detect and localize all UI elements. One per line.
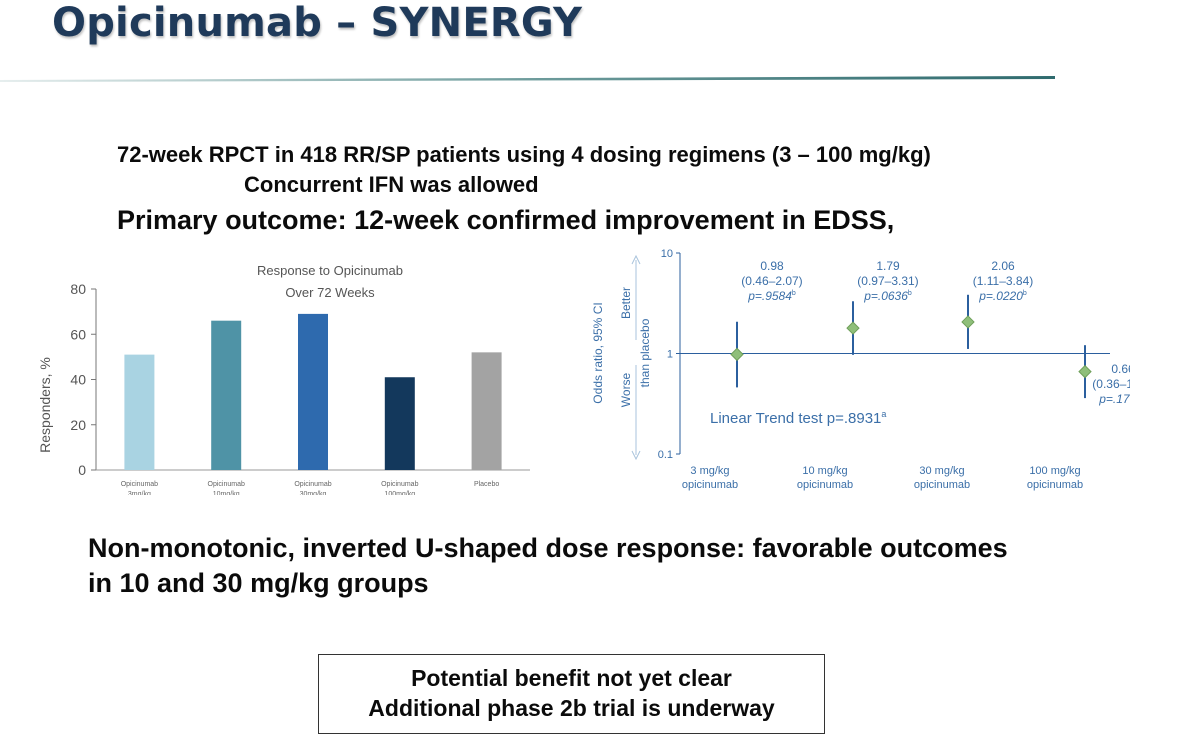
callout-line-1: Potential benefit not yet clear xyxy=(411,665,732,691)
bar-2 xyxy=(211,320,242,470)
title-divider xyxy=(0,76,1055,82)
forest-worse-arrowhead xyxy=(631,450,641,461)
forest-y-axis-label: Odds ratio, 95% CI xyxy=(591,302,605,403)
forest-y-tick-label: 1 xyxy=(667,349,673,361)
bar-y-tick-label: 40 xyxy=(70,372,86,388)
bar-category-label: Opicinumab 3mg/kg xyxy=(121,481,158,495)
bar-y-tick-label: 20 xyxy=(70,417,86,433)
ifn-allowed-text: Concurrent IFN was allowed xyxy=(244,172,539,197)
primary-outcome-text: Primary outcome: 12-week confirmed impro… xyxy=(117,205,895,235)
forest-point-1 xyxy=(730,347,744,362)
forest-p-label: p=.1771b xyxy=(1098,392,1130,406)
bar-y-tick-label: 0 xyxy=(78,462,86,478)
bar-chart-y-axis-label: Responders, % xyxy=(37,357,53,453)
slide-title: Opicinumab – SYNERGY xyxy=(52,0,583,46)
forest-p-label: p=.0636b xyxy=(863,289,912,303)
study-design-text: 72-week RPCT in 418 RR/SP patients using… xyxy=(117,142,931,167)
forest-y-tick-label: 10 xyxy=(661,248,673,260)
bar-5 xyxy=(471,352,502,470)
bar-4 xyxy=(384,377,415,470)
bar-chart-subtitle: Over 72 Weeks xyxy=(285,285,375,300)
bar-category-label: Placebo xyxy=(474,481,499,488)
forest-ci-label: (0.97–3.31) xyxy=(857,274,918,288)
forest-point-4 xyxy=(1078,364,1092,379)
bar-chart: Response to Opicinumab Over 72 Weeks Res… xyxy=(37,263,530,495)
forest-ci-label: (1.11–3.84) xyxy=(973,274,1034,288)
forest-category-label: 10 mg/kg opicinumab xyxy=(797,465,853,491)
forest-or-label: 0.98 xyxy=(760,259,784,273)
forest-p-label: p=.9584b xyxy=(747,289,796,303)
linear-trend-label: Linear Trend test p=.8931a xyxy=(710,409,886,427)
bar-y-tick-label: 60 xyxy=(70,326,86,342)
bar-1 xyxy=(124,354,155,470)
forest-worse-label: Worse xyxy=(619,372,633,407)
forest-point-2 xyxy=(846,321,860,335)
forest-than-placebo-label: than placebo xyxy=(638,318,652,387)
forest-p-label: p=.0220b xyxy=(978,289,1027,303)
forest-y-tick-label: 0.1 xyxy=(658,449,673,461)
bar-category-label: Opicinumab 30mg/kg xyxy=(294,481,331,495)
forest-or-label: 1.79 xyxy=(876,259,900,273)
conclusion-line-2: in 10 and 30 mg/kg groups xyxy=(88,568,429,598)
bar-category-label: Opicinumab 10mg/kg xyxy=(208,481,245,495)
forest-better-label: Better xyxy=(619,287,633,319)
forest-or-label: 2.06 xyxy=(991,259,1015,273)
forest-plot: Odds ratio, 95% CI Better Worse than pla… xyxy=(591,248,1130,491)
conclusion-line-1: Non-monotonic, inverted U-shaped dose re… xyxy=(88,533,1008,563)
forest-ci-label: (0.36–1.21) xyxy=(1092,377,1130,391)
forest-or-label: 0.66 xyxy=(1111,362,1130,376)
forest-point-3 xyxy=(961,315,975,329)
forest-category-label: 30 mg/kg opicinumab xyxy=(914,465,970,491)
callout-line-2: Additional phase 2b trial is underway xyxy=(368,695,775,721)
forest-better-arrowhead xyxy=(631,254,641,265)
bar-category-label: Opicinumab 100mg/kg xyxy=(381,481,418,495)
bar-y-tick-label: 80 xyxy=(70,281,86,297)
forest-category-label: 100 mg/kg opicinumab xyxy=(1027,465,1083,491)
bar-chart-title: Response to Opicinumab xyxy=(257,263,403,278)
forest-ci-label: (0.46–2.07) xyxy=(741,274,802,288)
forest-category-label: 3 mg/kg opicinumab xyxy=(682,465,738,491)
bar-3 xyxy=(298,313,328,470)
callout-box: Potential benefit not yet clear Addition… xyxy=(318,654,825,734)
